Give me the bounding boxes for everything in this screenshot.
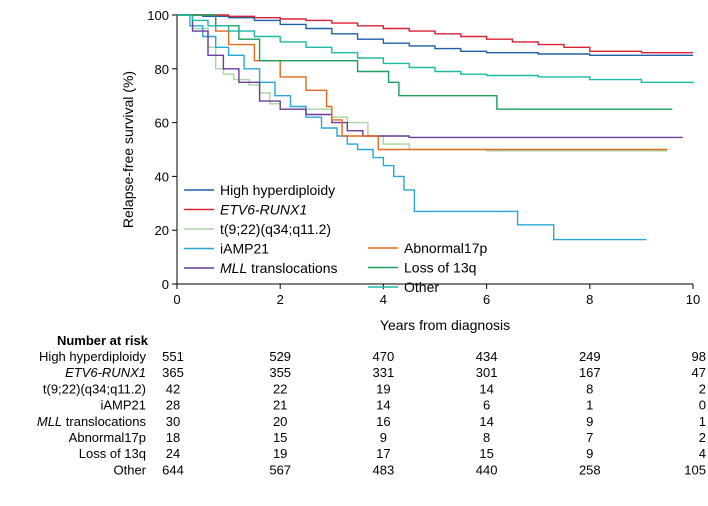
y-tick-label: 80 <box>155 62 169 77</box>
x-axis-label: Years from diagnosis <box>380 317 510 333</box>
risk-cell: 8 <box>586 381 593 396</box>
risk-row-label: High hyperdiploidy <box>39 349 146 364</box>
legend-label: ETV6-RUNX1 <box>220 202 307 218</box>
legend-label: High hyperdiploidy <box>220 182 335 198</box>
survival-curve <box>177 14 647 241</box>
y-tick-label: 40 <box>155 169 169 184</box>
risk-cell: 2 <box>699 430 706 445</box>
risk-cell: 14 <box>479 414 493 429</box>
risk-row-label: ETV6-RUNX1 <box>65 365 146 380</box>
risk-cell: 331 <box>373 365 395 380</box>
risk-row-label: iAMP21 <box>100 398 146 413</box>
risk-cell: 440 <box>476 462 498 477</box>
risk-cell: 19 <box>273 446 287 461</box>
x-tick-label: 10 <box>686 292 700 307</box>
risk-cell: 6 <box>483 398 490 413</box>
y-tick-label: 0 <box>162 277 169 292</box>
x-tick-label: 2 <box>277 292 284 307</box>
risk-cell: 47 <box>692 365 706 380</box>
risk-cell: 483 <box>373 462 395 477</box>
risk-cell: 14 <box>376 398 390 413</box>
risk-cell: 14 <box>479 381 493 396</box>
risk-cell: 22 <box>273 381 287 396</box>
risk-cell: 28 <box>166 398 180 413</box>
legend-label: MLL translocations <box>220 260 338 276</box>
risk-cell: 301 <box>476 365 498 380</box>
risk-cell: 16 <box>376 414 390 429</box>
risk-cell: 30 <box>166 414 180 429</box>
risk-cell: 15 <box>479 446 493 461</box>
risk-cell: 1 <box>586 398 593 413</box>
risk-cell: 0 <box>699 398 706 413</box>
survival-curve <box>177 14 673 110</box>
risk-cell: 105 <box>684 462 706 477</box>
legend-label: Other <box>404 279 439 295</box>
risk-row-label: t(9;22)(q34;q11.2) <box>43 381 146 396</box>
risk-cell: 365 <box>162 365 184 380</box>
x-tick-label: 8 <box>586 292 593 307</box>
risk-cell: 2 <box>699 381 706 396</box>
risk-cell: 24 <box>166 446 180 461</box>
risk-cell: 42 <box>166 381 180 396</box>
risk-row-label: Other <box>113 462 146 477</box>
survival-curve <box>177 14 668 151</box>
risk-cell: 167 <box>579 365 601 380</box>
risk-cell: 7 <box>586 430 593 445</box>
risk-cell: 20 <box>273 414 287 429</box>
legend-label: Abnormal17p <box>404 240 487 256</box>
risk-row-label: Loss of 13q <box>79 446 146 461</box>
legend-label: iAMP21 <box>220 241 269 257</box>
risk-cell: 644 <box>162 462 184 477</box>
risk-cell: 17 <box>376 446 390 461</box>
y-tick-label: 100 <box>147 8 169 23</box>
risk-cell: 249 <box>579 349 601 364</box>
risk-cell: 15 <box>273 430 287 445</box>
x-tick-label: 4 <box>380 292 387 307</box>
risk-cell: 470 <box>373 349 395 364</box>
risk-cell: 18 <box>166 430 180 445</box>
y-axis-label: Relapse-free survival (%) <box>120 71 136 228</box>
risk-cell: 1 <box>699 414 706 429</box>
y-tick-label: 60 <box>155 116 169 131</box>
risk-cell: 567 <box>269 462 291 477</box>
risk-table-title: Number at risk <box>57 333 149 348</box>
x-tick-label: 0 <box>173 292 180 307</box>
legend-label: t(9;22)(q34;q11.2) <box>220 221 331 237</box>
x-tick-label: 6 <box>483 292 490 307</box>
risk-row-label: Abnormal17p <box>69 430 146 445</box>
risk-cell: 8 <box>483 430 490 445</box>
survival-curve <box>177 14 694 84</box>
risk-cell: 98 <box>692 349 706 364</box>
risk-cell: 4 <box>699 446 706 461</box>
risk-cell: 9 <box>380 430 387 445</box>
risk-row-label: MLL translocations <box>37 414 147 429</box>
risk-cell: 9 <box>586 446 593 461</box>
risk-cell: 9 <box>586 414 593 429</box>
legend-label: Loss of 13q <box>404 260 476 276</box>
risk-cell: 19 <box>376 381 390 396</box>
risk-cell: 21 <box>273 398 287 413</box>
y-tick-label: 20 <box>155 223 169 238</box>
risk-cell: 258 <box>579 462 601 477</box>
risk-cell: 355 <box>269 365 291 380</box>
risk-cell: 434 <box>476 349 498 364</box>
risk-cell: 529 <box>269 349 291 364</box>
survival-curve <box>177 14 683 139</box>
risk-cell: 551 <box>162 349 184 364</box>
survival-curve <box>177 14 693 54</box>
